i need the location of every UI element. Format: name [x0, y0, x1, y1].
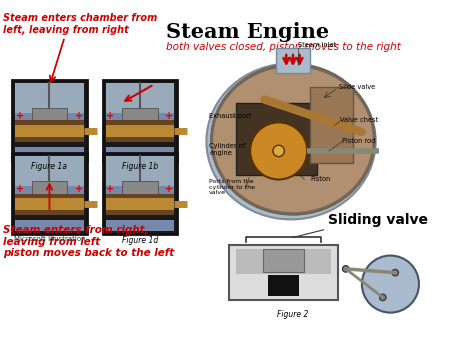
FancyBboxPatch shape — [106, 194, 174, 215]
FancyBboxPatch shape — [15, 156, 84, 231]
FancyBboxPatch shape — [268, 274, 299, 296]
FancyBboxPatch shape — [12, 80, 86, 161]
FancyBboxPatch shape — [106, 83, 174, 113]
Text: +: + — [16, 111, 24, 121]
Text: both valves closed, piston moves to the right: both valves closed, piston moves to the … — [166, 42, 401, 52]
Text: Figure 1d: Figure 1d — [122, 236, 158, 245]
Text: +: + — [75, 111, 83, 121]
Text: Figure 1b: Figure 1b — [122, 162, 158, 171]
FancyBboxPatch shape — [106, 120, 174, 142]
Text: Slide valve: Slide valve — [338, 84, 375, 90]
Text: +: + — [106, 184, 114, 194]
Text: Steam inlet: Steam inlet — [298, 42, 336, 48]
Circle shape — [362, 256, 419, 313]
Text: Valve chest: Valve chest — [341, 118, 379, 123]
Circle shape — [392, 269, 399, 276]
Text: Steam enters from right,
leaving from left
piston moves back to the left: Steam enters from right, leaving from le… — [3, 225, 174, 258]
FancyBboxPatch shape — [229, 245, 338, 300]
Text: Steam enters chamber from
left, leaving from right: Steam enters chamber from left, leaving … — [3, 13, 157, 34]
Text: Ports from the
cylinder to the
valve: Ports from the cylinder to the valve — [209, 179, 255, 195]
Ellipse shape — [211, 64, 375, 215]
FancyBboxPatch shape — [103, 80, 177, 161]
Text: +: + — [16, 184, 24, 194]
FancyBboxPatch shape — [236, 103, 317, 175]
Text: Piston: Piston — [310, 176, 330, 183]
FancyBboxPatch shape — [106, 156, 174, 186]
Circle shape — [342, 266, 349, 272]
FancyBboxPatch shape — [106, 142, 174, 147]
Text: +: + — [106, 111, 114, 121]
FancyBboxPatch shape — [15, 194, 84, 215]
Text: Figure 1a: Figure 1a — [32, 162, 68, 171]
FancyBboxPatch shape — [15, 156, 84, 186]
FancyBboxPatch shape — [276, 48, 310, 73]
FancyBboxPatch shape — [122, 108, 158, 120]
Text: +: + — [165, 184, 173, 194]
FancyBboxPatch shape — [106, 198, 174, 210]
FancyBboxPatch shape — [32, 181, 67, 194]
Circle shape — [250, 122, 307, 179]
FancyBboxPatch shape — [12, 153, 86, 234]
FancyBboxPatch shape — [15, 83, 84, 113]
FancyBboxPatch shape — [15, 215, 84, 220]
FancyBboxPatch shape — [32, 108, 67, 120]
Text: Sliding valve: Sliding valve — [328, 213, 428, 227]
FancyBboxPatch shape — [15, 198, 84, 210]
FancyBboxPatch shape — [15, 83, 84, 158]
FancyBboxPatch shape — [15, 125, 84, 137]
Circle shape — [273, 145, 284, 156]
Text: Piston rod: Piston rod — [342, 139, 376, 144]
Text: Cylinder of
engine: Cylinder of engine — [209, 143, 246, 155]
FancyBboxPatch shape — [236, 249, 330, 274]
Text: Figure 2: Figure 2 — [277, 310, 309, 319]
FancyBboxPatch shape — [262, 249, 304, 272]
FancyBboxPatch shape — [310, 87, 353, 163]
Text: Exhaust port: Exhaust port — [209, 113, 252, 119]
FancyBboxPatch shape — [106, 83, 174, 158]
FancyBboxPatch shape — [15, 142, 84, 147]
Ellipse shape — [207, 64, 376, 219]
FancyBboxPatch shape — [122, 181, 158, 194]
Text: +: + — [165, 111, 173, 121]
Text: Steam Engine: Steam Engine — [166, 22, 329, 42]
FancyBboxPatch shape — [106, 125, 174, 137]
FancyBboxPatch shape — [106, 215, 174, 220]
Text: +: + — [75, 184, 83, 194]
Ellipse shape — [212, 66, 374, 213]
FancyBboxPatch shape — [106, 156, 174, 231]
FancyBboxPatch shape — [15, 120, 84, 142]
Text: Microsoft Illustration: Microsoft Illustration — [14, 236, 85, 242]
Circle shape — [379, 294, 386, 301]
FancyBboxPatch shape — [103, 153, 177, 234]
